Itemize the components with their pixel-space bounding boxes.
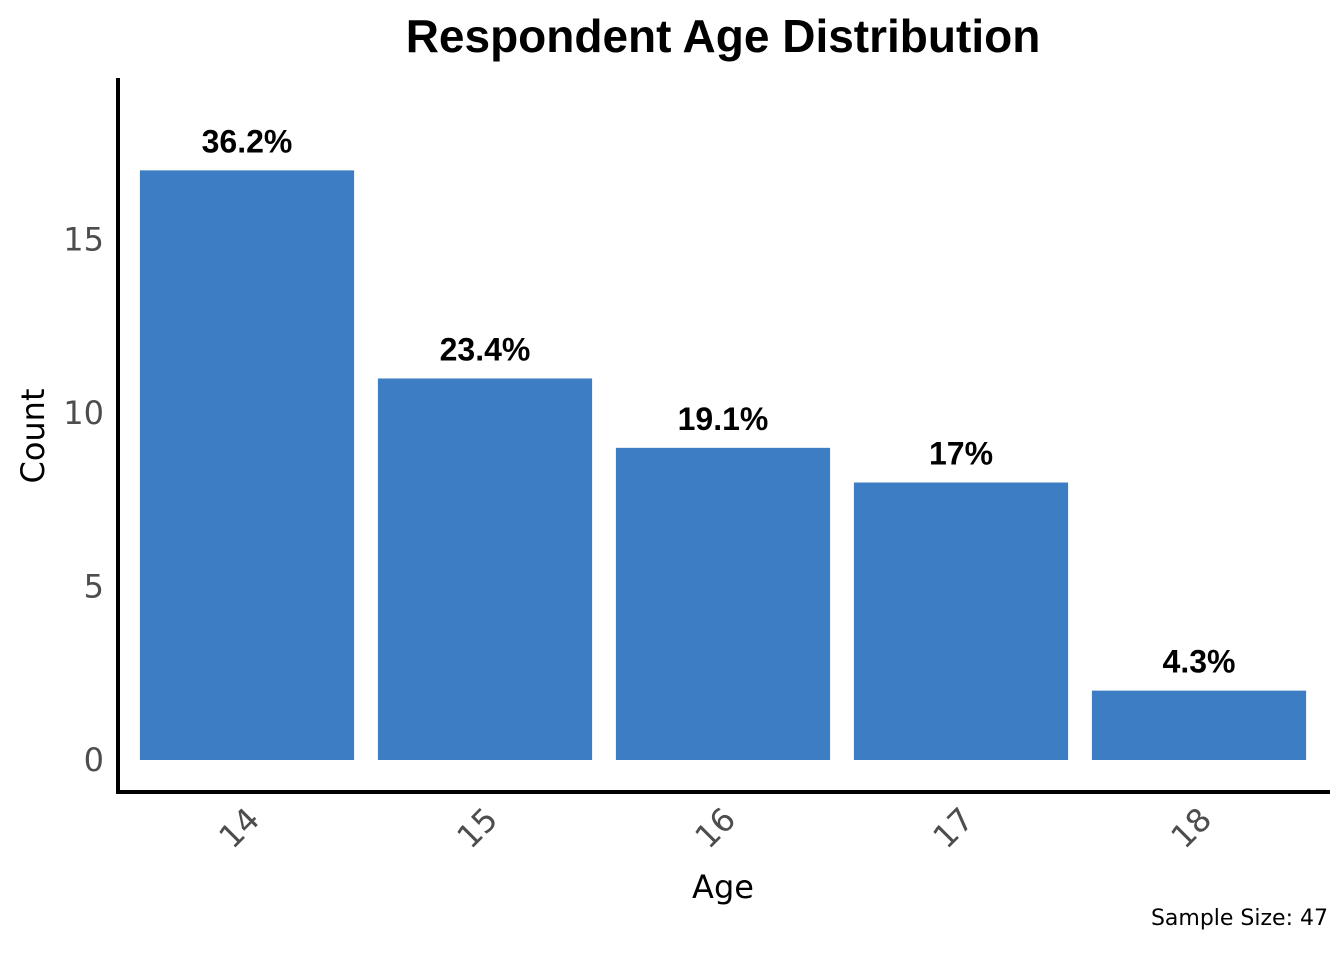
bar-label-15: 23.4% [440, 331, 531, 367]
bar-18 [1091, 690, 1307, 760]
bar-label-16: 19.1% [678, 401, 769, 437]
y-tick-label: 5 [84, 568, 104, 606]
chart-title: Respondent Age Distribution [406, 10, 1041, 62]
x-tick-label: 14 [211, 800, 267, 856]
bar-17 [853, 482, 1069, 760]
y-tick-label: 0 [84, 741, 104, 779]
x-tick-label: 15 [449, 800, 505, 856]
x-tick-label: 17 [925, 800, 981, 856]
x-tick-label: 18 [1163, 800, 1219, 856]
bar-label-14: 36.2% [202, 123, 293, 159]
bar-14 [139, 170, 355, 761]
x-axis-title: Age [692, 868, 754, 906]
bar-15 [377, 378, 593, 760]
y-tick-label: 15 [63, 221, 104, 259]
y-axis-title: Count [14, 388, 52, 483]
bar-label-18: 4.3% [1163, 644, 1236, 680]
bar-labels-group: 36.2% 23.4% 19.1% 17% 4.3% [202, 123, 1236, 679]
y-tick-labels: 0 5 10 15 [63, 221, 104, 779]
bars-group [139, 170, 1307, 761]
x-tick-labels: 14 15 16 17 18 [211, 800, 1219, 856]
bar-label-17: 17% [929, 436, 993, 472]
x-tick-label: 16 [687, 800, 743, 856]
y-tick-label: 10 [63, 394, 104, 432]
sample-size-caption: Sample Size: 47 [1151, 906, 1328, 931]
bar-16 [615, 447, 831, 760]
